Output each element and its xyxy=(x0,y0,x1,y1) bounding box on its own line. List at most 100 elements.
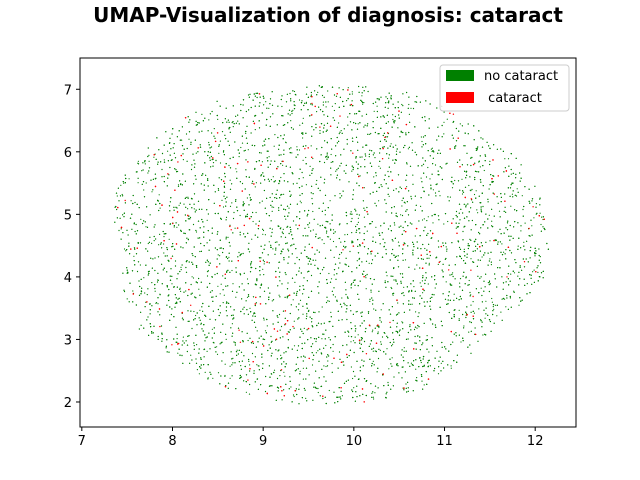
point-no-cataract xyxy=(299,211,301,213)
point-no-cataract xyxy=(383,222,385,224)
point-no-cataract xyxy=(275,193,277,195)
point-no-cataract xyxy=(420,136,422,138)
point-no-cataract xyxy=(443,367,445,369)
point-no-cataract xyxy=(117,187,119,189)
point-no-cataract xyxy=(325,301,328,304)
point-no-cataract xyxy=(153,240,155,242)
point-no-cataract xyxy=(137,160,139,162)
point-no-cataract xyxy=(408,113,410,115)
point-no-cataract xyxy=(384,280,386,282)
point-no-cataract xyxy=(383,179,385,181)
point-no-cataract xyxy=(413,297,415,299)
point-no-cataract xyxy=(255,211,257,214)
point-no-cataract xyxy=(325,365,327,368)
point-no-cataract xyxy=(304,356,306,358)
point-no-cataract xyxy=(330,311,332,313)
point-no-cataract xyxy=(141,170,143,172)
point-no-cataract xyxy=(228,252,230,254)
point-no-cataract xyxy=(245,137,248,139)
point-no-cataract xyxy=(500,193,502,195)
point-no-cataract xyxy=(248,360,250,362)
point-no-cataract xyxy=(200,323,202,325)
point-no-cataract xyxy=(317,91,319,93)
point-no-cataract xyxy=(538,254,540,257)
point-no-cataract xyxy=(278,261,281,263)
point-no-cataract xyxy=(255,346,257,348)
point-no-cataract xyxy=(168,238,170,240)
point-no-cataract xyxy=(347,124,349,126)
point-no-cataract xyxy=(279,197,281,199)
point-no-cataract xyxy=(292,183,294,185)
point-no-cataract xyxy=(218,152,220,154)
point-no-cataract xyxy=(145,301,147,303)
point-no-cataract xyxy=(410,107,412,109)
point-no-cataract xyxy=(326,365,329,367)
point-no-cataract xyxy=(381,336,384,338)
point-no-cataract xyxy=(280,253,282,255)
point-no-cataract xyxy=(135,233,137,235)
point-no-cataract xyxy=(180,230,182,232)
point-no-cataract xyxy=(397,332,399,334)
point-no-cataract xyxy=(210,155,212,158)
point-no-cataract xyxy=(254,234,256,236)
point-no-cataract xyxy=(333,391,335,393)
point-no-cataract xyxy=(406,186,408,188)
point-no-cataract xyxy=(209,291,212,293)
point-no-cataract xyxy=(269,196,271,199)
point-no-cataract xyxy=(361,322,363,324)
point-no-cataract xyxy=(242,104,244,106)
point-no-cataract xyxy=(195,152,197,154)
point-no-cataract xyxy=(368,156,370,158)
point-no-cataract xyxy=(483,280,485,282)
point-no-cataract xyxy=(461,193,464,195)
point-no-cataract xyxy=(182,362,184,364)
point-no-cataract xyxy=(268,156,270,158)
point-no-cataract xyxy=(410,362,412,364)
point-no-cataract xyxy=(357,245,359,247)
point-no-cataract xyxy=(231,323,233,325)
point-no-cataract xyxy=(395,280,397,282)
point-no-cataract xyxy=(246,197,248,199)
point-no-cataract xyxy=(407,387,409,389)
point-no-cataract xyxy=(228,128,230,130)
point-no-cataract xyxy=(458,318,460,320)
point-no-cataract xyxy=(376,105,378,107)
point-no-cataract xyxy=(436,183,438,185)
point-no-cataract xyxy=(481,301,483,303)
point-no-cataract xyxy=(445,242,447,244)
point-no-cataract xyxy=(451,187,454,189)
point-no-cataract xyxy=(371,150,373,152)
point-no-cataract xyxy=(188,261,190,263)
point-no-cataract xyxy=(173,152,175,154)
point-no-cataract xyxy=(401,321,403,323)
point-no-cataract xyxy=(154,153,156,155)
point-no-cataract xyxy=(356,310,358,313)
point-no-cataract xyxy=(237,327,240,329)
point-no-cataract xyxy=(231,290,234,292)
point-no-cataract xyxy=(497,241,499,243)
point-no-cataract xyxy=(206,219,208,221)
point-no-cataract xyxy=(161,176,163,178)
point-no-cataract xyxy=(346,233,349,236)
point-no-cataract xyxy=(370,223,372,225)
point-no-cataract xyxy=(292,299,294,301)
point-no-cataract xyxy=(416,264,418,266)
point-no-cataract xyxy=(218,145,220,147)
point-no-cataract xyxy=(283,389,285,391)
point-no-cataract xyxy=(400,280,402,282)
point-no-cataract xyxy=(428,351,430,353)
point-no-cataract xyxy=(175,206,177,208)
point-no-cataract xyxy=(239,274,242,276)
point-no-cataract xyxy=(532,271,534,273)
point-no-cataract xyxy=(246,309,248,311)
point-no-cataract xyxy=(254,145,256,147)
point-no-cataract xyxy=(116,217,118,219)
point-no-cataract xyxy=(315,127,317,129)
point-no-cataract xyxy=(357,221,359,223)
point-no-cataract xyxy=(466,152,468,154)
point-no-cataract xyxy=(422,342,424,344)
point-no-cataract xyxy=(477,146,479,148)
point-no-cataract xyxy=(362,393,364,395)
point-no-cataract xyxy=(207,213,209,215)
point-no-cataract xyxy=(460,257,463,260)
